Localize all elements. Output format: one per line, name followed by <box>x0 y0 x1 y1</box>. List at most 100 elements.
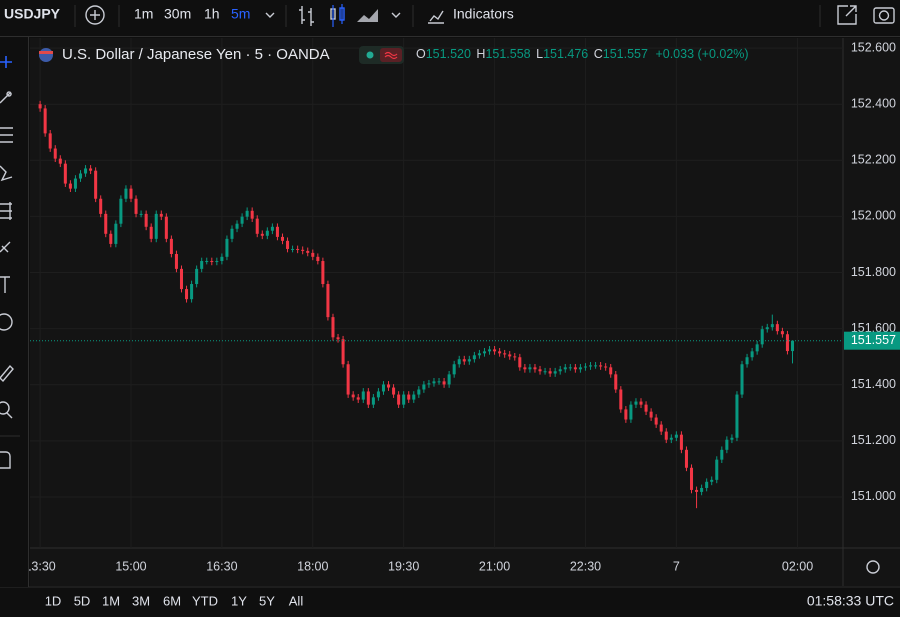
candle-body <box>195 268 199 285</box>
ohlc-values: O151.520 H151.558 L151.476 C151.557 +0.0… <box>416 47 749 61</box>
candle-body <box>84 168 88 174</box>
flag-icon <box>39 48 53 62</box>
fib-tool[interactable] <box>0 127 13 143</box>
snapshot-button[interactable] <box>873 7 895 24</box>
candle-body <box>442 381 446 385</box>
interval-button[interactable]: 1m <box>134 6 153 22</box>
range-button[interactable]: 1D <box>45 593 62 608</box>
candle-body <box>185 289 189 300</box>
candle-body <box>255 218 259 234</box>
symbol-search[interactable]: USDJPY <box>4 6 61 22</box>
candle-body <box>356 397 360 400</box>
pattern-tool[interactable] <box>0 165 13 182</box>
style-dropdown[interactable] <box>391 12 401 18</box>
candle-body <box>53 148 57 159</box>
candle-body <box>412 394 416 400</box>
range-button[interactable]: 5D <box>74 593 91 608</box>
candle-body <box>689 467 694 490</box>
candle-body <box>291 248 295 250</box>
popout-button[interactable] <box>837 5 857 25</box>
candle-body <box>169 238 173 255</box>
candle-body <box>583 366 587 368</box>
cursor-tool[interactable] <box>0 56 12 68</box>
candle-body <box>220 256 224 262</box>
measure-tool[interactable] <box>0 364 14 383</box>
ohlc-value: 151.557 <box>603 47 648 61</box>
candle-body <box>619 389 623 410</box>
candle-body <box>447 374 451 385</box>
candle-body <box>462 359 466 362</box>
candle-body <box>230 228 234 239</box>
bars-style[interactable] <box>299 6 314 26</box>
trendline-tool[interactable] <box>0 91 12 104</box>
indicators-button[interactable]: Indicators <box>453 6 514 22</box>
x-tick-label: 16:30 <box>206 559 237 573</box>
candle-body <box>679 434 683 450</box>
interval-dropdown[interactable] <box>265 12 275 18</box>
candle-body <box>437 381 441 383</box>
candle-body <box>144 213 148 227</box>
legend: U.S. Dollar / Japanese Yen · 5 · OANDA O… <box>39 46 749 64</box>
candle-body <box>715 459 719 480</box>
candle-body <box>553 371 557 374</box>
text-tool[interactable] <box>0 276 10 293</box>
market-open-dot <box>366 51 374 59</box>
ohlc-key: O <box>416 47 426 61</box>
range-button[interactable]: All <box>289 593 304 608</box>
range-button[interactable]: YTD <box>192 593 218 608</box>
candle-body <box>134 198 138 214</box>
grid <box>30 38 843 548</box>
candle-body <box>548 371 552 374</box>
candle-body <box>149 226 153 239</box>
candle-body <box>695 489 699 492</box>
candle-body <box>543 371 547 373</box>
range-button[interactable]: 3M <box>132 593 150 608</box>
candle-body <box>154 213 158 239</box>
candle-body <box>392 387 396 395</box>
candle-body <box>387 384 391 388</box>
candle-body <box>770 324 774 328</box>
compare-button[interactable] <box>85 5 105 25</box>
candle-body <box>614 374 618 390</box>
zoom-tool[interactable] <box>0 401 10 415</box>
candle-body <box>604 366 608 368</box>
candle-body <box>422 384 426 390</box>
interval-button-active[interactable]: 5m <box>231 6 250 22</box>
icon-tool[interactable] <box>0 313 13 331</box>
projection-tool[interactable] <box>0 202 12 220</box>
candle-body <box>594 365 598 367</box>
x-tick-label: 19:30 <box>388 559 419 573</box>
settings-button[interactable] <box>866 560 880 574</box>
candle-body <box>659 424 663 432</box>
candle-body <box>316 256 320 262</box>
range-button[interactable]: 6M <box>163 593 181 608</box>
range-button[interactable]: 5Y <box>259 593 275 608</box>
candle-body <box>114 223 118 244</box>
candle-body <box>467 359 471 362</box>
axes: 151.000 151.200 151.400 151.600 151.800 152.0… <box>24 40 900 573</box>
candle-body <box>250 210 254 219</box>
candle-body <box>311 252 315 257</box>
candle-body <box>190 284 194 300</box>
range-button[interactable]: 1M <box>102 593 120 608</box>
candle-body <box>669 437 673 440</box>
interval-button[interactable]: 1h <box>204 6 220 22</box>
candle-body <box>725 439 729 450</box>
candle-body <box>664 431 668 440</box>
candle-body <box>200 261 204 269</box>
candle-body <box>68 183 72 189</box>
area-style[interactable] <box>357 9 378 22</box>
y-tick-label: 152.000 <box>851 209 896 223</box>
candle-body <box>361 391 365 400</box>
interval-button[interactable]: 30m <box>164 6 191 22</box>
candle-body <box>700 487 704 492</box>
ohlc-value: 151.558 <box>485 47 530 61</box>
candle-body <box>745 357 749 365</box>
candle-body <box>563 367 567 370</box>
magnet-tool[interactable] <box>0 451 11 469</box>
ohlc-key: C <box>594 47 603 61</box>
candle-body <box>528 367 532 370</box>
range-button[interactable]: 1Y <box>231 593 247 608</box>
top-toolbar: USDJPY 1m 30m 1h 5m Indicators <box>0 0 900 37</box>
brush-tool[interactable] <box>0 241 11 253</box>
